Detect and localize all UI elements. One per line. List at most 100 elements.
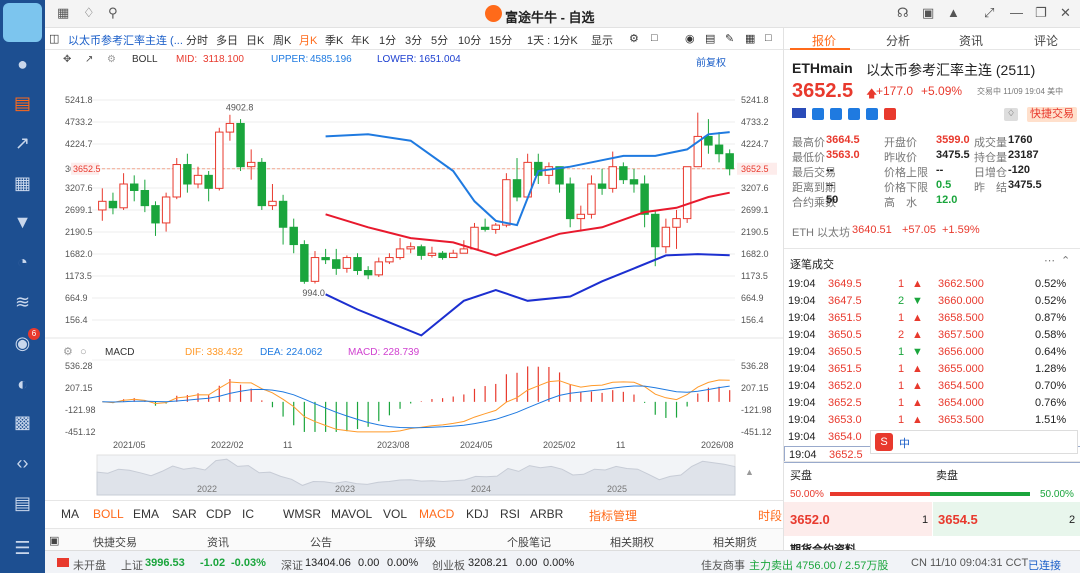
session-button[interactable]: 时段	[758, 509, 783, 523]
collapse-icon[interactable]: ⌃	[1061, 255, 1071, 267]
trade-price: 3653.0	[828, 414, 862, 426]
trade-icon[interactable]: ▦	[13, 173, 31, 193]
tab-macd[interactable]: MACD	[419, 507, 455, 521]
crosshair-icon[interactable]: ✥	[63, 54, 72, 65]
tab-quote[interactable]: 报价	[812, 34, 837, 48]
period-tab[interactable]: 分时	[186, 35, 208, 47]
tab-info[interactable]: 资讯	[959, 34, 984, 48]
period-dropdown[interactable]: 15分	[489, 35, 513, 47]
card-icon[interactable]	[866, 108, 878, 120]
more-icon[interactable]: ⋯	[1044, 255, 1055, 267]
bell-icon[interactable]: ♢	[83, 5, 95, 20]
period-tab[interactable]: 5分	[431, 35, 449, 47]
tab-wmsr[interactable]: WMSR	[283, 507, 321, 521]
adjust-dropdown[interactable]: 前复权	[696, 58, 726, 69]
lightning-icon[interactable]	[812, 108, 824, 120]
sidebar-toggle-icon[interactable]: ◫	[49, 33, 60, 45]
headset-icon[interactable]: ☊	[897, 5, 909, 20]
collapse-icon[interactable]: ⤢	[984, 5, 995, 20]
messages-icon[interactable]: ◉	[14, 333, 31, 353]
tab-vol[interactable]: VOL	[383, 507, 408, 521]
analysis-icon[interactable]: ◔	[17, 252, 28, 272]
minimize-icon[interactable]: —	[1010, 5, 1023, 20]
tab-ratings[interactable]: 评级	[414, 537, 436, 549]
tab-rsi[interactable]: RSI	[500, 507, 521, 521]
tab-ema[interactable]: EMA	[133, 507, 160, 521]
tab-news[interactable]: 资讯	[207, 537, 229, 549]
tab-comments[interactable]: 评论	[1034, 34, 1059, 48]
tab-ic[interactable]: IC	[242, 507, 254, 521]
period-tab[interactable]: 1分	[379, 35, 397, 47]
info-icon[interactable]	[830, 108, 842, 120]
bottom-panel-icon[interactable]: ▣	[49, 535, 60, 547]
tab-quick-trade[interactable]: 快捷交易	[93, 537, 137, 549]
display-dropdown[interactable]: 显示	[591, 35, 613, 47]
hold-icon[interactable]	[848, 108, 860, 120]
low-marker: 994.0	[302, 288, 325, 298]
tab-ma[interactable]: MA	[61, 507, 79, 521]
interval-dropdown[interactable]: 1天 : 1分K	[527, 35, 578, 47]
doc-icon[interactable]: ▤	[705, 33, 716, 45]
heart-icon[interactable]	[884, 108, 896, 120]
sh-value: 3996.53	[145, 557, 185, 569]
settings-small-icon[interactable]: ⚙	[107, 54, 116, 65]
x-tick: 2024/05	[460, 440, 493, 450]
alert-bell-icon[interactable]: ♢	[1004, 108, 1018, 121]
menu-icon[interactable]: ☰	[14, 538, 31, 558]
ime-lang-icon[interactable]: 中	[899, 438, 910, 450]
tab-boll[interactable]: BOLL	[93, 507, 124, 521]
watchlist-chart-icon[interactable]: ▤	[13, 93, 31, 113]
bid-box[interactable]	[784, 502, 932, 536]
tab-arbr[interactable]: ARBR	[530, 507, 564, 521]
indicator-manage-button[interactable]: 指标管理	[589, 509, 638, 523]
tab-kdj[interactable]: KDJ	[466, 507, 489, 521]
game-icon[interactable]: ▩	[13, 412, 31, 432]
gear-icon[interactable]: ⚙	[629, 33, 639, 45]
search-icon[interactable]: ⚲	[108, 5, 118, 20]
ask-box[interactable]	[933, 502, 1080, 536]
stock-name[interactable]: 以太币参考汇率主连 (...	[68, 35, 183, 47]
camera-icon[interactable]: ◉	[685, 33, 695, 45]
grid-icon[interactable]: ▦	[745, 33, 756, 45]
account-icon[interactable]: ●	[17, 54, 28, 74]
square-icon[interactable]: □	[651, 32, 658, 44]
tab-related-futures[interactable]: 相关期货	[713, 537, 757, 549]
period-tab[interactable]: 日K	[246, 35, 265, 47]
tab-analysis[interactable]: 分析	[886, 34, 911, 48]
period-tab[interactable]: 周K	[273, 35, 292, 47]
quick-trade-button[interactable]: 快捷交易	[1027, 107, 1077, 122]
ime-logo-icon[interactable]: S	[875, 433, 893, 451]
period-tab[interactable]: 10分	[458, 35, 482, 47]
tab-notes[interactable]: 个股笔记	[507, 537, 551, 549]
pencil-icon[interactable]: ✎	[725, 33, 735, 45]
code-icon[interactable]: ‹›	[16, 453, 29, 473]
line-tool-icon[interactable]: ↗	[85, 54, 94, 65]
layout-icon[interactable]: ▦	[57, 5, 70, 20]
app-logo[interactable]	[3, 3, 42, 42]
market-icon[interactable]: ↗	[14, 133, 31, 153]
news-icon[interactable]: ≋	[14, 292, 31, 312]
learn-icon[interactable]: ◐	[17, 374, 28, 394]
tab-related-options[interactable]: 相关期权	[610, 537, 654, 549]
clock: CN 11/10 09:04:31 CCT	[911, 557, 1029, 569]
period-tab[interactable]: 年K	[351, 35, 370, 47]
tab-sar[interactable]: SAR	[172, 507, 197, 521]
period-tab[interactable]: 季K	[325, 35, 344, 47]
tab-announcements[interactable]: 公告	[310, 537, 332, 549]
notes-icon[interactable]: ▤	[13, 493, 31, 513]
bid-label: 买盘	[790, 470, 812, 482]
period-tab[interactable]: 多日	[216, 35, 238, 47]
restore-icon[interactable]: ❐	[1035, 5, 1047, 20]
shirt-icon[interactable]: ▲	[947, 5, 960, 20]
period-tab[interactable]: 3分	[405, 35, 423, 47]
bag-icon[interactable]: ▣	[922, 5, 935, 20]
tab-cdp[interactable]: CDP	[206, 507, 232, 521]
kline-chart[interactable]: 5241.8 5241.8 4733.2 4733.2 4224.7 4224.7 3652…	[45, 70, 783, 500]
period-tab-active[interactable]: 月K	[299, 35, 318, 47]
close-icon[interactable]: ✕	[1060, 5, 1071, 20]
stat-label: 最低价	[792, 152, 825, 164]
tab-mavol[interactable]: MAVOL	[331, 507, 373, 521]
screener-icon[interactable]: ▼	[13, 212, 32, 232]
more-icon[interactable]: □	[765, 32, 772, 44]
chart-svg[interactable]: 5241.8 5241.8 4733.2 4733.2 4224.7 4224.7 3652…	[45, 70, 783, 500]
